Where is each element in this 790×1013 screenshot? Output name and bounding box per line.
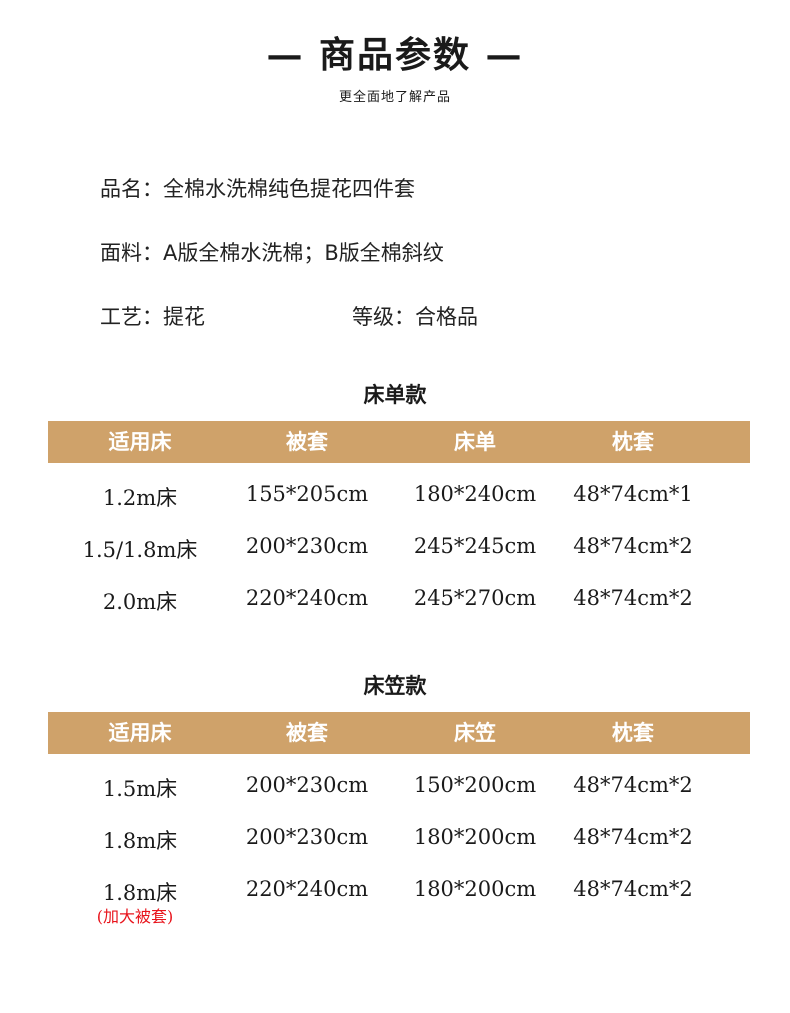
table2-title: 床笠款 (363, 673, 427, 698)
table2-cell: 200*230cm (245, 773, 369, 797)
table1-header-cell: 适用床 (108, 429, 172, 454)
table1-cell: 200*230cm (245, 534, 369, 558)
table2-header-cell: 被套 (286, 720, 328, 745)
table1-cell: 48*74cm*2 (573, 534, 693, 558)
table2-cell: 180*200cm (413, 877, 537, 901)
product-name: 品名：全棉水洗棉纯色提花四件套 (100, 177, 415, 201)
table1-cell: 1.5/1.8m床 (82, 538, 198, 562)
table2-cell: 220*240cm (245, 877, 369, 901)
table2-header (48, 712, 750, 754)
table1-cell: 220*240cm (245, 586, 369, 610)
table1-cell: 48*74cm*2 (573, 586, 693, 610)
table1-header (48, 421, 750, 463)
table2-cell: 1.5m床 (102, 777, 178, 801)
table1-cell: 245*270cm (413, 586, 537, 610)
table1-cell: 245*245cm (413, 534, 537, 558)
table1-cell: 155*205cm (245, 482, 369, 506)
oversize-note: (加大被套) (96, 907, 174, 926)
table2-header-cell: 枕套 (612, 720, 654, 745)
page-subtitle: 更全面地了解产品 (338, 90, 451, 105)
table2-cell: 48*74cm*2 (573, 877, 693, 901)
table2-cell: 1.8m床 (102, 829, 178, 853)
table2-cell: 48*74cm*2 (573, 825, 693, 849)
table2-cell: 180*200cm (413, 825, 537, 849)
table1-cell: 1.2m床 (102, 486, 178, 510)
table1-header-cell: 枕套 (612, 429, 654, 454)
table1-cell: 48*74cm*1 (573, 482, 693, 506)
table2-header-cell: 床笠 (454, 720, 496, 745)
table1-cell: 180*240cm (413, 482, 537, 506)
table2-cell: 150*200cm (413, 773, 537, 797)
table1-title: 床单款 (363, 382, 427, 407)
table2-cell: 200*230cm (245, 825, 369, 849)
product-craft: 工艺：提花 (100, 305, 205, 329)
table1-cell: 2.0m床 (102, 590, 178, 614)
product-fabric: 面料：A版全棉水洗棉；B版全棉斜纹 (100, 241, 444, 265)
table2-header-cell: 适用床 (108, 720, 172, 745)
page-title: — 商品参数 — (266, 34, 524, 76)
table1-header-cell: 被套 (286, 429, 328, 454)
table1-header-cell: 床单 (454, 429, 496, 454)
table2-cell: 1.8m床 (102, 881, 178, 905)
table2-cell: 48*74cm*2 (573, 773, 693, 797)
product-grade: 等级：合格品 (352, 305, 478, 329)
